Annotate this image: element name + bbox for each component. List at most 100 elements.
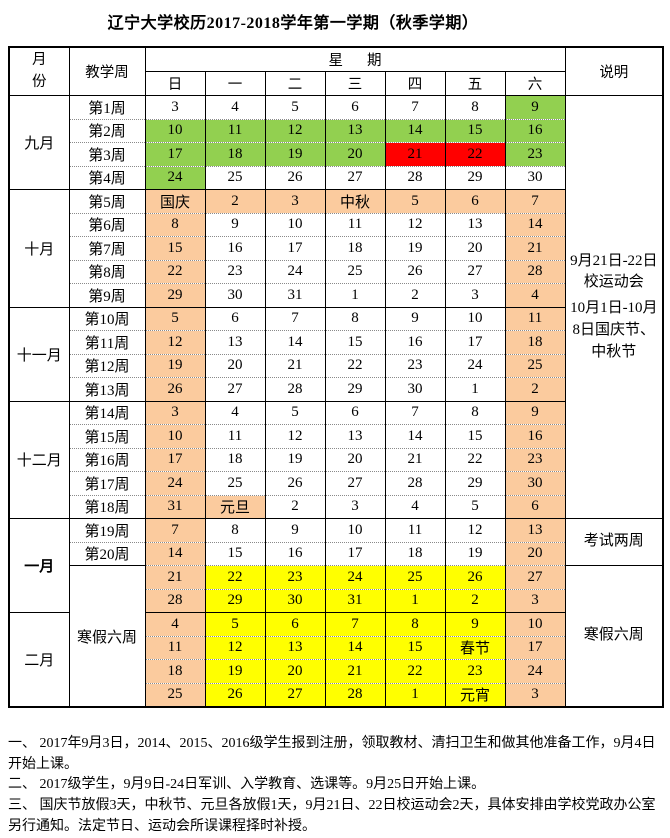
calendar-week-row: 第9周 29 30 31 1 2 3 4 [9,283,663,308]
calendar-day-cell: 21 [144,565,206,590]
calendar-day-cell: 9 [384,306,446,331]
footnotes: 一、 2017年9月3日，2014、2015、2016级学生报到注册，领取教材、… [8,734,664,838]
calendar-day-cell: 20 [204,353,266,378]
teaching-week-label: 第2周 [68,118,146,143]
calendar-day-cell: 21 [324,659,386,684]
calendar-week-row: 十月 第5周 国庆 2 3 中秋 5 6 7 [8,189,663,308]
calendar-day-cell: 17 [144,447,206,472]
calendar-week-row: 一月 第19周 7 8 9 10 11 12 13 考试两周 [8,518,664,613]
calendar-day-cell: 1 [444,377,506,402]
calendar-day-cell: 6 [204,306,266,331]
calendar-day-cell: 5 [444,494,506,519]
calendar-day-cell: 18 [204,142,266,167]
day-header-mon: 一 [204,71,266,96]
calendar-day-cell: 9 [504,400,566,425]
calendar-day-cell: 24 [264,259,326,284]
calendar-day-cell: 11 [504,306,566,331]
calendar-day-cell: 4 [204,95,266,120]
notes-cell: 考试两周 [564,518,664,566]
calendar-day-cell: 国庆 [144,189,206,214]
calendar-day-cell: 30 [504,165,566,190]
calendar-week-row: 第12周 19 20 21 22 23 24 25 [9,353,663,378]
calendar-day-cell: 16 [504,118,566,143]
calendar-day-cell: 24 [324,565,386,590]
calendar-day-cell: 元旦 [204,494,266,519]
calendar-day-cell: 28 [384,165,446,190]
calendar-day-cell: 1 [324,283,386,308]
note-text: 10月1日-10月8日国庆节、中秋节 [570,300,658,360]
month-column-header-label: 月份 [31,51,47,90]
calendar-day-cell: 19 [144,353,206,378]
calendar-day-cell: 29 [444,165,506,190]
calendar-day-cell: 2 [444,588,506,613]
calendar-day-cell: 16 [384,330,446,355]
calendar-day-cell: 1 [384,588,446,613]
calendar-day-cell: 9 [504,95,566,120]
teaching-week-label: 第12周 [68,353,146,378]
month-column-header: 月份 [8,46,70,96]
calendar-day-cell: 19 [204,659,266,684]
teaching-week-label: 第19周 [68,518,146,543]
calendar-day-cell: 24 [444,353,506,378]
calendar-day-cell: 19 [444,541,506,566]
calendar-day-cell: 26 [264,165,326,190]
calendar-week-row: 第18周 31 元旦 2 3 4 5 6 [9,494,663,519]
calendar-day-cell: 15 [144,236,206,261]
calendar-day-cell: 20 [504,541,566,566]
calendar-day-cell: 27 [204,377,266,402]
calendar-day-cell: 31 [144,494,206,519]
calendar-day-cell: 27 [324,165,386,190]
calendar-day-cell: 7 [264,306,326,331]
teaching-week-label: 第14周 [68,400,146,425]
calendar-day-cell: 1 [384,682,446,708]
week-header-label: 星期 [328,53,406,69]
calendar-day-cell: 20 [324,447,386,472]
month-label: 十二月 [8,400,70,519]
page-title: 辽宁大学校历2017-2018学年第一学期（秋季学期） [107,15,479,32]
month-label: 十一月 [8,306,70,402]
day-header-fri: 五 [444,71,506,96]
teaching-week-label: 第8周 [68,259,146,284]
teaching-week-label: 第4周 [68,165,146,190]
day-header-sun: 日 [144,71,206,96]
teaching-week-label: 第1周 [68,95,146,120]
calendar-day-cell: 9 [264,518,326,543]
calendar-day-cell: 10 [324,518,386,543]
calendar-day-cell: 12 [204,635,266,660]
calendar-day-cell: 10 [264,212,326,237]
calendar-day-cell: 29 [324,377,386,402]
calendar-day-cell: 8 [204,518,266,543]
calendar-day-cell: 3 [504,682,566,708]
calendar-week-row: 第6周 8 9 10 11 12 13 14 [9,212,663,237]
calendar-week-row: 第17周 24 25 26 27 28 29 30 [9,471,663,496]
note-text: 考试两周 [583,533,644,550]
calendar-day-cell: 13 [504,518,566,543]
calendar-day-cell: 5 [264,95,326,120]
month-label: 十月 [8,189,70,308]
calendar-day-cell: 8 [384,612,446,637]
note-text: 9月21日-22日校运动会 [570,252,658,291]
calendar-week-row: 十一月 第10周 5 6 7 8 9 10 11 [8,306,663,402]
calendar-day-cell: 20 [264,659,326,684]
calendar-day-cell: 6 [324,400,386,425]
calendar-day-cell: 25 [504,353,566,378]
calendar-day-cell: 2 [384,283,446,308]
calendar-day-cell: 24 [144,165,206,190]
day-header-thu: 四 [384,71,446,96]
calendar-day-cell: 28 [264,377,326,402]
calendar-day-cell: 中秋 [324,189,386,214]
calendar-day-cell: 10 [144,118,206,143]
calendar-day-cell: 18 [384,541,446,566]
calendar-day-cell: 3 [144,400,206,425]
calendar-day-cell: 23 [504,447,566,472]
calendar-day-cell: 26 [144,377,206,402]
calendar-day-cell: 14 [144,541,206,566]
calendar-day-cell: 30 [504,471,566,496]
calendar-day-cell: 26 [204,682,266,708]
calendar-day-cell: 12 [384,212,446,237]
calendar-day-cell: 31 [264,283,326,308]
calendar-day-cell: 春节 [444,635,506,660]
note-text: 寒假六周 [583,627,644,644]
calendar-day-cell: 29 [444,471,506,496]
calendar-day-cell: 25 [384,565,446,590]
